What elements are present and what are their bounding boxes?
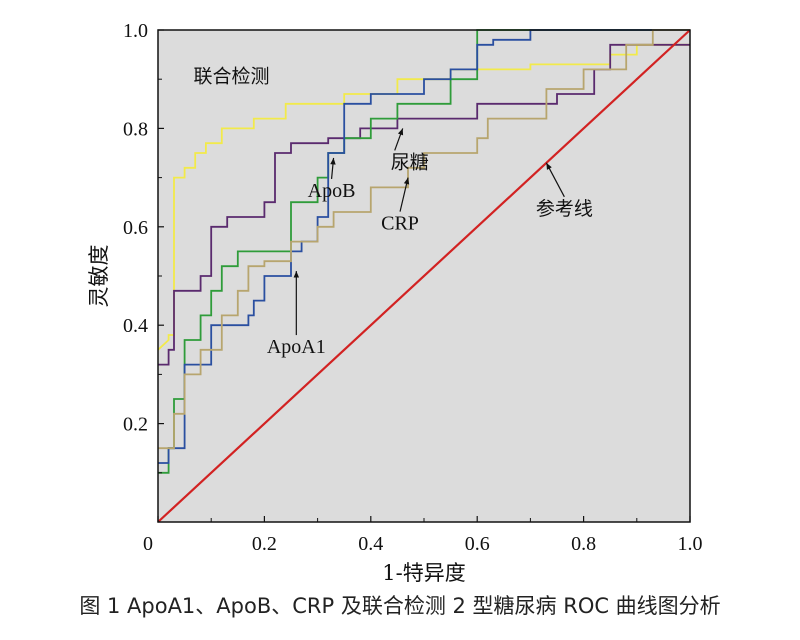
annotation: 参考线 [536, 162, 593, 220]
y-tick-label: 0.6 [123, 217, 148, 239]
x-tick-label: 0.4 [358, 533, 383, 555]
annotation: CRP [381, 177, 419, 235]
x-tick-label: 0.8 [571, 533, 596, 555]
y-axis-label: 灵敏度 [87, 245, 111, 308]
series-line-5 [157, 29, 691, 523]
annotation-label: CRP [381, 213, 419, 235]
x-tick-label: 0.6 [465, 533, 490, 555]
annotation: ApoA1 [267, 271, 326, 358]
annotation-label: ApoB [308, 180, 356, 202]
series-line-4 [158, 29, 690, 450]
annotation-arrowhead [403, 177, 410, 185]
x-tick-label: 1.0 [678, 533, 703, 555]
figure-caption: 图 1 ApoA1、ApoB、CRP 及联合检测 2 型糖尿病 ROC 曲线图分… [79, 594, 721, 618]
annotation-label: 参考线 [536, 198, 593, 220]
y-tick-label: 0.2 [123, 414, 148, 436]
x-tick-label: 0.2 [252, 533, 277, 555]
tick-layer: 0.2 0.4 0.6 0.8 1.0 0.2 0.4 0.6 0.8 1.0 0 [123, 20, 703, 555]
annotation: 尿糖 [391, 128, 429, 173]
annotation-arrowhead [330, 157, 336, 165]
y-tick-label: 0.4 [123, 315, 148, 337]
annotation: 联合检测 [193, 66, 269, 88]
annotation-arrowhead [546, 162, 552, 170]
annotation-label: 尿糖 [391, 151, 429, 173]
series-layer [157, 29, 691, 523]
annotation-label: ApoA1 [267, 336, 326, 358]
series-line-0 [157, 43, 690, 351]
x-axis-label: 1-特异度 [382, 561, 465, 585]
series-line-1 [158, 43, 690, 366]
annotation: ApoB [308, 157, 356, 202]
annotation-label: 联合检测 [193, 66, 269, 88]
annotation-arrowhead [293, 271, 300, 278]
y-tick-label: 0.8 [123, 118, 148, 140]
origin-label: 0 [143, 533, 153, 555]
y-tick-label: 1.0 [123, 20, 148, 42]
annotation-arrowhead [397, 128, 404, 136]
